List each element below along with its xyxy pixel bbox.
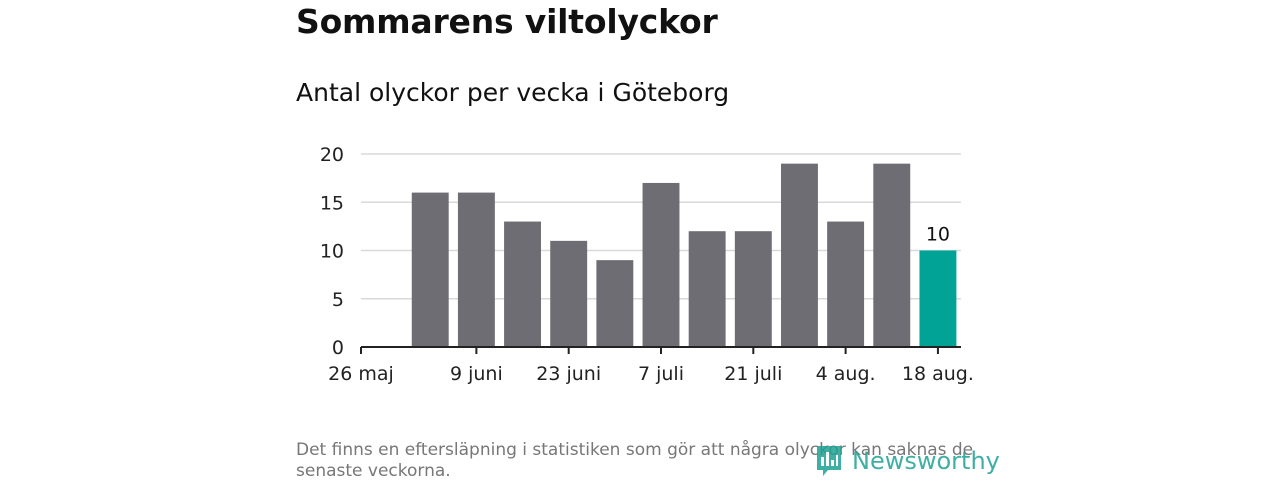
x-tick-label-8: 21 juli (724, 363, 782, 385)
x-tick-label-12: 18 aug. (902, 363, 974, 385)
bar-chart: 0 5 10 15 20 10 26 maj 9 juni 23 juni 7 juli 21 ju… (320, 144, 974, 385)
bar-14-juli (688, 231, 726, 347)
y-tick-label-10: 10 (320, 241, 344, 263)
bar-28-juli (781, 163, 818, 347)
chart-title: Sommarens viltolyckor (296, 2, 718, 41)
bar-18-aug (919, 250, 957, 347)
y-tick-label-0: 0 (332, 337, 344, 359)
x-tick-label-0: 26 maj (328, 363, 394, 385)
footnote: Det finns en eftersläpning i statistiken… (296, 440, 974, 481)
bar-11-aug (873, 163, 911, 347)
y-tick-label-5: 5 (332, 289, 344, 311)
bar-30-juni (596, 260, 634, 347)
bar-23-juni (550, 240, 588, 347)
y-tick-label-15: 15 (320, 192, 344, 214)
data-label-12: 10 (926, 224, 950, 246)
brand-name: Newsworthy (852, 447, 1000, 475)
bar-2-juni (411, 192, 449, 347)
bar-7-juli (642, 182, 680, 347)
bar-16-juni (504, 221, 541, 347)
newsworthy-logo: Newsworthy (814, 444, 1000, 478)
x-tick-label-6: 7 juli (638, 363, 684, 385)
bar-9-juni (457, 192, 495, 347)
bar-4-aug (827, 221, 865, 347)
bar-chart-speech-bubble-icon (817, 446, 841, 476)
x-tick-label-2: 9 juni (450, 363, 503, 385)
chart-subtitle: Antal olyckor per vecka i Göteborg (296, 78, 730, 107)
bar-21-juli (734, 231, 772, 347)
x-tick-label-4: 23 juni (536, 363, 601, 385)
y-tick-label-20: 20 (320, 144, 344, 166)
x-tick-label-10: 4 aug. (816, 363, 876, 385)
